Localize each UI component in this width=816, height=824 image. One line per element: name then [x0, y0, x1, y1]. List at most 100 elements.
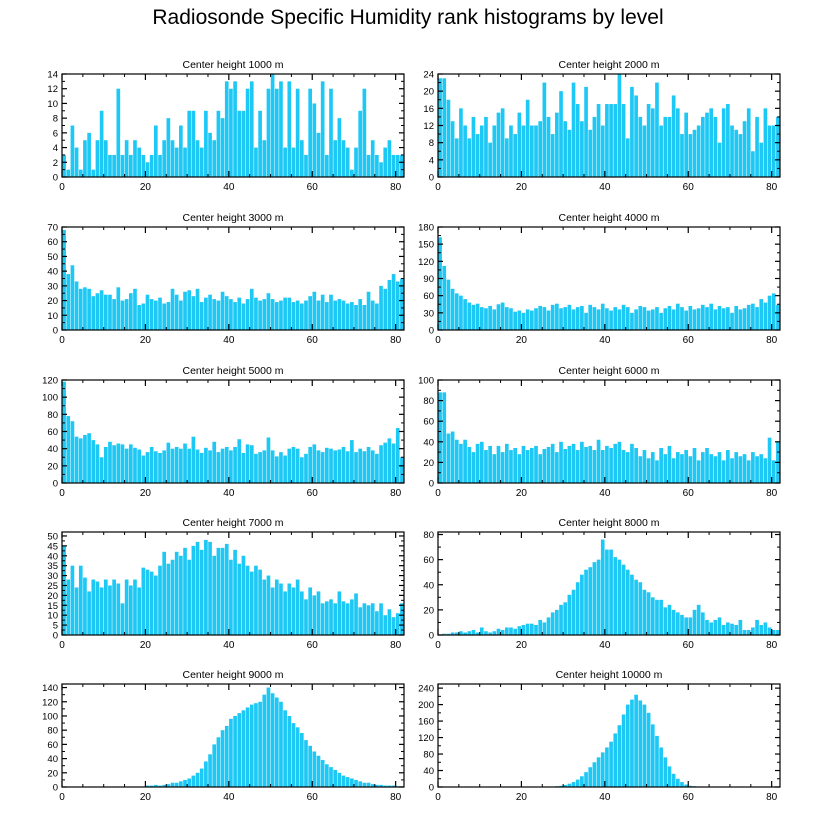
histogram-bar: [684, 310, 688, 330]
y-tick-label: 20: [47, 296, 58, 307]
x-tick-label: 40: [223, 182, 235, 193]
histogram-bar: [625, 452, 630, 483]
histogram-bar: [463, 125, 467, 177]
histogram-bar: [584, 772, 588, 787]
histogram-bar: [83, 434, 87, 483]
x-tick-label: 80: [390, 488, 402, 499]
histogram-panel: Center height 9000 m 0 20 40 60 80 0 20 40 60 80 10…: [42, 669, 405, 803]
histogram-bar: [337, 591, 342, 635]
histogram-bar: [258, 110, 262, 177]
histogram-bar: [650, 452, 655, 483]
histogram-bar: [162, 784, 167, 787]
histogram-bar: [634, 95, 638, 177]
histogram-bar: [279, 701, 283, 787]
histogram-bar: [513, 311, 517, 330]
histogram-bar: [99, 110, 104, 177]
panel-frame: [437, 531, 781, 636]
histogram-bar: [233, 715, 237, 787]
histogram-bar: [630, 443, 634, 483]
histogram-bar: [283, 710, 287, 787]
histogram-bar: [174, 551, 179, 635]
histogram-bar: [316, 755, 321, 787]
x-tick-label: 20: [140, 335, 152, 346]
histogram-bar: [204, 447, 208, 483]
histogram-bar: [387, 609, 392, 635]
histogram-bar: [191, 296, 196, 330]
histogram-bar: [395, 281, 400, 330]
histogram-bar: [270, 74, 275, 177]
histogram-bar: [78, 565, 83, 635]
y-tick-label: 20: [47, 768, 58, 779]
histogram-bar: [174, 294, 179, 330]
histogram-bar: [671, 609, 676, 635]
y-tick-label: 50: [47, 531, 58, 542]
histogram-bar: [245, 565, 250, 635]
x-tick-label: 40: [599, 792, 611, 803]
x-tick-label: 0: [59, 182, 65, 193]
histogram-bar: [696, 460, 701, 483]
histogram-bar: [387, 140, 392, 177]
histogram-bar: [145, 785, 150, 787]
x-tick-label: 80: [766, 488, 778, 499]
histogram-bar: [625, 569, 630, 635]
histogram-bar: [120, 300, 125, 330]
histogram-bar: [513, 628, 517, 635]
histogram-bar: [262, 140, 267, 177]
histogram-bar: [600, 125, 605, 177]
histogram-bar: [345, 777, 350, 787]
figure-title: Radiosonde Specific Humidity rank histog…: [152, 6, 664, 29]
histogram-bar: [350, 599, 354, 635]
histogram-bar: [571, 443, 576, 483]
histogram-bar: [279, 300, 283, 330]
histogram-bar: [137, 587, 141, 635]
histogram-bar: [609, 447, 613, 483]
histogram-bar: [609, 104, 613, 177]
histogram-bar: [62, 154, 66, 177]
y-tick-label: 180: [418, 223, 434, 234]
histogram-bar: [187, 290, 192, 330]
histogram-bar: [304, 453, 308, 483]
y-tick-label: 80: [423, 396, 434, 407]
histogram-bar: [395, 154, 400, 177]
histogram-bar: [630, 312, 634, 330]
histogram-bar: [262, 299, 267, 330]
histogram-bar: [266, 88, 271, 177]
histogram-bar: [709, 303, 714, 330]
histogram-bar: [266, 437, 271, 483]
histogram-bar: [354, 593, 358, 635]
panel-title: Center height 10000 m: [556, 669, 663, 681]
histogram-bar: [521, 445, 526, 483]
histogram-bar: [496, 445, 501, 483]
histogram-bar: [617, 309, 622, 330]
panel-title: Center height 6000 m: [559, 365, 660, 377]
histogram-bar: [667, 604, 672, 635]
histogram-bar: [91, 579, 96, 635]
histogram-bar: [183, 291, 187, 330]
histogram-bar: [91, 169, 96, 177]
x-tick-label: 20: [140, 182, 152, 193]
histogram-bar: [350, 302, 354, 330]
histogram-bar: [128, 293, 133, 330]
histogram-bar: [358, 110, 363, 177]
histogram-bar: [170, 782, 175, 787]
histogram-bar: [229, 299, 233, 330]
histogram-bar: [605, 747, 609, 787]
histogram-bar: [120, 444, 125, 483]
y-tick-label: 12: [47, 84, 58, 95]
y-tick-label: 100: [418, 376, 434, 387]
panel-title: Center height 3000 m: [183, 212, 284, 224]
histogram-bar: [705, 112, 709, 177]
histogram-bar: [158, 785, 162, 787]
y-tick-label: 120: [42, 697, 58, 708]
x-tick-label: 80: [390, 640, 402, 651]
histogram-bar: [99, 457, 104, 483]
x-tick-label: 20: [140, 488, 152, 499]
histogram-bar: [475, 632, 480, 635]
histogram-bar: [567, 445, 572, 483]
histogram-bar: [204, 761, 208, 787]
y-tick-label: 12: [423, 121, 434, 132]
histogram-bar: [128, 444, 133, 483]
histogram-bar: [354, 779, 358, 787]
histogram-bar: [538, 454, 543, 483]
histogram-bar: [358, 448, 363, 483]
